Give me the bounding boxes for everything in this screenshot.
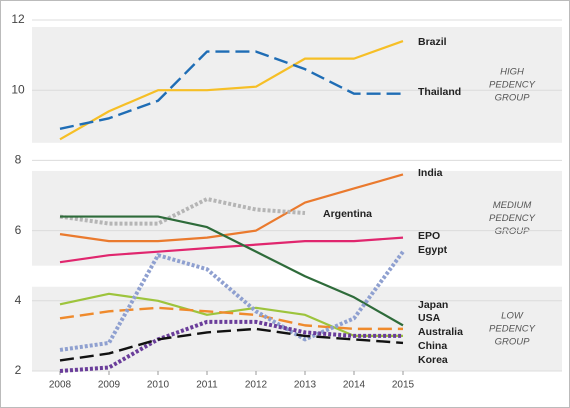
series-label: Australia bbox=[418, 326, 463, 338]
x-tick-label: 2008 bbox=[49, 380, 72, 391]
group-label: PEDENCY bbox=[489, 79, 536, 90]
group-band bbox=[32, 170, 562, 266]
series-label: USA bbox=[418, 312, 441, 324]
series-line bbox=[59, 327, 404, 362]
series-label: India bbox=[418, 167, 443, 179]
series-line bbox=[59, 236, 404, 264]
y-tick-label: 4 bbox=[15, 293, 22, 307]
group-label: PEDENCY bbox=[489, 323, 536, 334]
group-label: GROUP bbox=[495, 336, 531, 347]
series-line bbox=[59, 40, 404, 141]
group-label: MEDIUM bbox=[493, 200, 532, 211]
group-label: PEDENCY bbox=[489, 213, 536, 224]
x-tick-label: 2014 bbox=[343, 380, 366, 391]
x-tick-label: 2015 bbox=[392, 380, 415, 391]
series-line bbox=[60, 215, 404, 327]
group-band bbox=[32, 27, 562, 143]
series-line bbox=[59, 292, 403, 337]
y-tick-label: 8 bbox=[15, 153, 22, 167]
series-line bbox=[59, 250, 405, 352]
y-tick-label: 12 bbox=[11, 12, 25, 26]
series-label: China bbox=[418, 340, 447, 352]
x-tick-label: 2012 bbox=[245, 380, 268, 391]
series-line bbox=[59, 306, 403, 331]
y-tick-label: 10 bbox=[11, 82, 25, 96]
series-label: EPO bbox=[418, 230, 440, 242]
group-label: HIGH bbox=[500, 66, 524, 77]
x-tick-label: 2009 bbox=[98, 380, 121, 391]
x-tick-label: 2011 bbox=[196, 380, 218, 391]
x-tick-label: 2013 bbox=[294, 380, 317, 391]
group-label: GROUP bbox=[495, 92, 531, 103]
series-label: Korea bbox=[418, 354, 448, 366]
group-label: LOW bbox=[501, 310, 524, 321]
series-line bbox=[59, 173, 404, 243]
series-label: Argentina bbox=[323, 208, 372, 220]
y-tick-label: 6 bbox=[15, 223, 22, 237]
y-tick-label: 2 bbox=[15, 363, 22, 377]
series-line bbox=[59, 319, 403, 373]
x-tick-label: 2010 bbox=[147, 380, 170, 391]
group-label: GROUP bbox=[495, 226, 531, 237]
series-label: Brazil bbox=[418, 36, 447, 48]
series-label: Japan bbox=[418, 299, 448, 311]
series-line bbox=[59, 197, 306, 226]
group-band bbox=[32, 286, 562, 371]
series-label: Egypt bbox=[418, 244, 448, 256]
series-label: Thailand bbox=[418, 86, 461, 98]
